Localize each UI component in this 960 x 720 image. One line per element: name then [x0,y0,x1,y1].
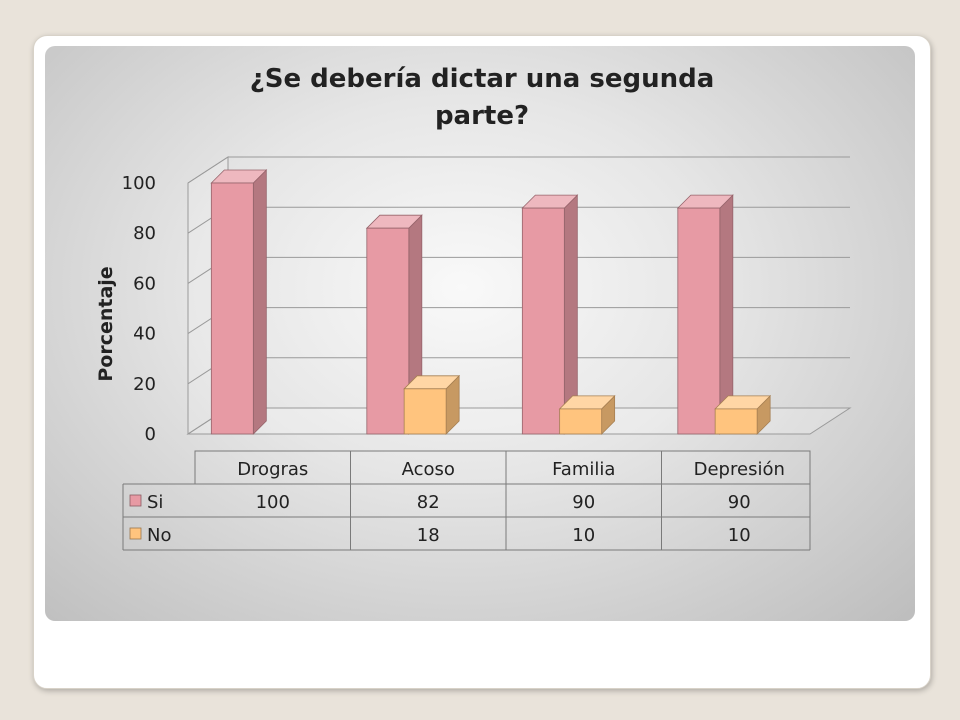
y-tick-label: 0 [145,424,156,445]
chart-area: ¿Se debería dictar una segunda parte? Po… [45,46,915,621]
data-label: 82 [417,492,440,513]
y-tick-label: 100 [122,173,156,194]
x-tick-label-1: Drogras [237,459,308,480]
bar-si-4 [676,194,734,435]
bar-front [210,182,254,435]
bar-front [714,408,758,435]
gridline [187,256,850,284]
gridline [187,307,850,335]
data-label: 90 [728,492,751,513]
y-tick-label: 80 [133,223,156,244]
x-tick-label-4: Depresión [694,459,785,480]
bars [210,169,772,435]
data-label: 18 [417,525,440,546]
gridlines [186,156,852,435]
bar-front [559,408,603,435]
data-label: 100 [256,492,290,513]
gridline [187,206,850,234]
legend-si: Si [147,492,163,513]
bar-front [403,388,447,435]
data-label: 10 [728,525,751,546]
bar-side [252,169,267,435]
chart-title-line-2: parte? [435,101,529,131]
bar-chart: ¿Se debería dictar una segunda parte? Po… [95,64,852,551]
gridline [187,357,850,385]
x-tick-label-2: Acoso [402,459,455,480]
data-label: 10 [572,525,595,546]
bar-front [521,207,565,435]
bar-no-3 [558,394,616,435]
y-axis: 0 20 40 60 80 100 [122,173,189,445]
legend-key-no [129,527,142,540]
bar-no-4 [714,394,772,435]
y-tick-label: 20 [133,374,156,395]
legend-no: No [147,525,171,546]
bar-front [366,227,410,435]
y-axis-label: Porcentaje [95,266,117,381]
bar-front [677,207,721,435]
y-tick-label: 40 [133,324,156,345]
bar-si-3 [521,194,579,435]
bar-no-2 [403,374,461,435]
data-table: Drogras Acoso Familia Depresión Si 100 82 90 90 N… [122,450,811,551]
data-label: 90 [572,492,595,513]
bar-si-2 [365,214,423,435]
bar-si-1 [210,169,268,435]
y-tick-label: 60 [133,273,156,294]
gridline [187,156,850,184]
legend-key-si [129,494,142,507]
x-tick-label-3: Familia [552,459,615,480]
chart-title-line-1: ¿Se debería dictar una segunda [250,64,715,94]
